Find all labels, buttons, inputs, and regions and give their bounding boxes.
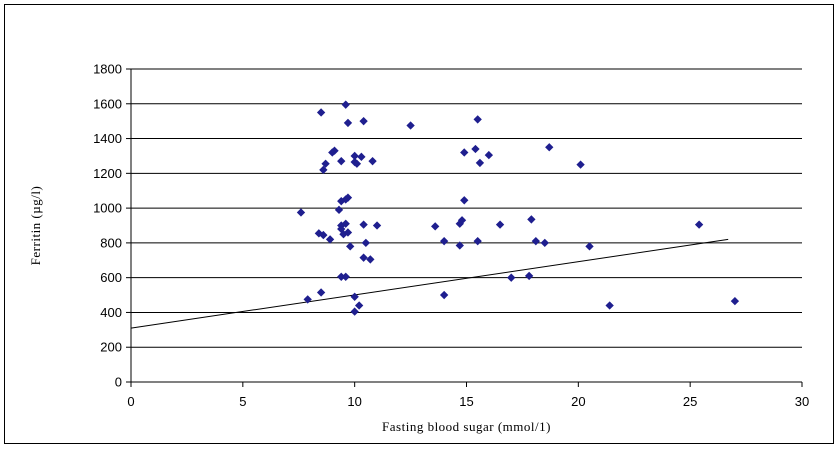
data-point-15 <box>319 165 328 175</box>
y-tick-label-1400: 1400 <box>93 131 122 146</box>
trendline-path <box>130 238 729 329</box>
data-point-5 <box>473 115 482 124</box>
data-point-25 <box>334 205 344 215</box>
data-point-64 <box>605 301 614 310</box>
y-tick-label-400: 400 <box>100 305 122 320</box>
data-point-50 <box>540 238 549 248</box>
data-point-30 <box>359 220 368 229</box>
x-tick-label-20: 20 <box>571 394 585 409</box>
data-point-19 <box>475 158 485 168</box>
data-point-63 <box>350 307 359 316</box>
chart-frame <box>4 4 834 444</box>
data-point-61 <box>439 290 449 300</box>
data-point-18 <box>484 150 494 160</box>
data-point-38 <box>694 220 704 229</box>
data-point-65 <box>730 296 740 306</box>
data-point-3 <box>359 117 368 126</box>
y-tick-label-800: 800 <box>100 235 122 250</box>
y-tick-label-600: 600 <box>100 270 122 285</box>
data-point-44 <box>346 242 355 251</box>
data-point-36 <box>495 220 505 229</box>
x-tick-label-30: 30 <box>795 394 809 409</box>
y-tick-label-0: 0 <box>115 375 122 390</box>
data-point-29 <box>341 219 350 228</box>
data-point-51 <box>585 242 594 251</box>
y-tick-label-200: 200 <box>100 340 122 355</box>
data-point-27 <box>460 196 469 205</box>
data-point-55 <box>341 272 350 281</box>
data-point-10 <box>337 156 346 166</box>
data-point-59 <box>303 295 312 304</box>
data-point-2 <box>343 118 353 128</box>
data-point-45 <box>361 238 371 248</box>
axes <box>126 68 803 387</box>
gridlines <box>131 68 802 348</box>
data-point-37 <box>527 215 536 224</box>
data-point-56 <box>507 273 516 282</box>
y-tick-label-1200: 1200 <box>93 166 122 181</box>
x-tick-label-10: 10 <box>347 394 361 409</box>
data-point-17 <box>471 144 480 154</box>
y-axis-title: Ferritin (µg/l) <box>28 186 43 266</box>
x-axis-title: Fasting blood sugar (mmol/1) <box>382 419 551 434</box>
y-tick-label-1000: 1000 <box>93 201 122 216</box>
data-point-21 <box>576 160 585 169</box>
data-point-13 <box>321 159 330 168</box>
data-point-43 <box>325 235 335 244</box>
data-point-16 <box>460 148 469 157</box>
data-point-52 <box>359 253 368 262</box>
data-point-48 <box>473 236 482 246</box>
data-point-49 <box>531 236 541 246</box>
data-point-53 <box>366 255 375 264</box>
data-point-26 <box>296 208 306 217</box>
data-point-46 <box>439 236 449 246</box>
y-tick-label-1800: 1800 <box>93 62 122 77</box>
data-point-35 <box>457 216 467 225</box>
data-point-4 <box>406 121 415 130</box>
data-point-14 <box>352 159 362 168</box>
data-point-42 <box>319 230 328 240</box>
data-point-31 <box>372 221 382 230</box>
data-point-20 <box>545 143 554 152</box>
data-point-57 <box>524 271 534 281</box>
data-point-60 <box>350 292 359 301</box>
x-tick-label-5: 5 <box>239 394 246 409</box>
y-tick-label-1600: 1600 <box>93 96 122 111</box>
tick-labels: 0 200 400 600 800 1000 1200 1400 1600 1800 0 5 10 15 2… <box>93 62 809 410</box>
data-point-47 <box>455 241 464 250</box>
data-point-24 <box>343 193 353 202</box>
data-point-62 <box>354 301 364 310</box>
data-point-9 <box>357 152 366 161</box>
trendline <box>130 238 729 329</box>
data-point-12 <box>368 156 377 166</box>
data-point-58 <box>316 288 326 297</box>
x-tick-label-15: 15 <box>459 394 473 409</box>
data-points <box>296 100 740 316</box>
x-tick-label-0: 0 <box>127 394 134 409</box>
x-tick-label-25: 25 <box>683 394 697 409</box>
data-point-1 <box>341 100 350 109</box>
data-point-7 <box>328 148 337 157</box>
data-point-41 <box>343 228 353 237</box>
data-point-33 <box>431 222 440 231</box>
data-point-0 <box>316 108 326 117</box>
